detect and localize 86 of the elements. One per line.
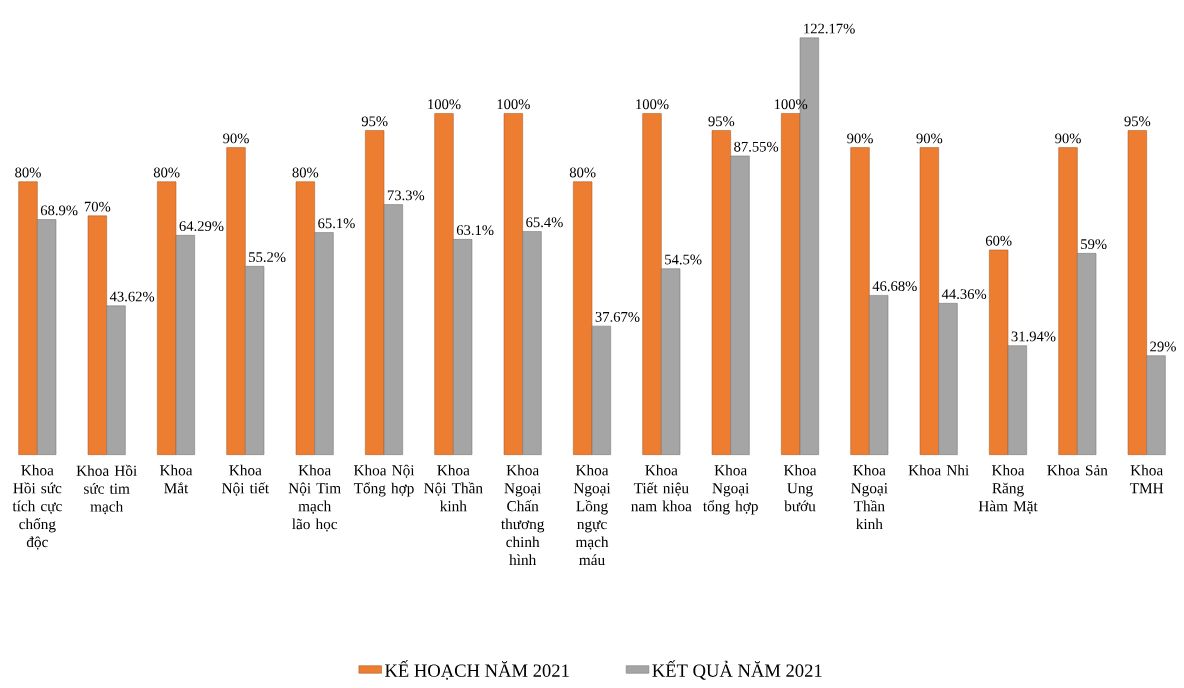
x-tick-label: Khoa Ung bướu <box>783 464 817 512</box>
data-label: 64.29% <box>179 221 224 232</box>
data-label: 80% <box>569 167 596 178</box>
bar <box>434 113 454 455</box>
x-tick-label: Khoa Nội Tổng hợp <box>353 464 415 497</box>
data-label: 46.68% <box>872 281 917 292</box>
data-label: 60% <box>985 235 1012 246</box>
bar <box>295 181 315 455</box>
bar <box>175 235 195 455</box>
bar <box>157 181 177 455</box>
bar <box>938 303 958 455</box>
bar <box>245 266 265 455</box>
data-label: 54.5% <box>665 254 702 265</box>
x-tick-label: Khoa Hồi sức tích cực chống độc <box>12 464 62 550</box>
bar <box>869 295 889 455</box>
x-tick-label: Khoa Ngoại tổng hợp <box>703 464 758 515</box>
data-label: 95% <box>361 116 388 127</box>
data-label: 95% <box>708 116 735 127</box>
bar <box>1146 355 1166 455</box>
data-label: 80% <box>153 167 180 178</box>
data-label: 80% <box>15 167 41 178</box>
x-tick-label: Khoa Nhi <box>908 464 969 476</box>
bar <box>18 181 38 455</box>
bar <box>37 219 57 455</box>
x-tick-label: Khoa Nội tiết <box>222 464 269 496</box>
x-tick-label: Khoa Ngoại Lồng ngực mạch máu <box>573 464 611 566</box>
data-label: 37.67% <box>595 311 640 322</box>
bar <box>365 130 385 455</box>
data-label: 90% <box>916 133 943 144</box>
data-label: 29% <box>1150 341 1176 352</box>
data-label: 65.1% <box>318 218 355 229</box>
x-tick-label: Khoa Ngoại Chấn thương chinh hình <box>501 464 545 565</box>
bar <box>453 239 473 455</box>
bar <box>1077 253 1097 455</box>
data-label: 63.1% <box>456 225 494 236</box>
bar <box>522 231 542 455</box>
x-tick-label: Khoa TMH <box>1129 464 1164 494</box>
bar <box>711 130 731 455</box>
data-label: 80% <box>292 167 319 178</box>
data-label: 90% <box>1055 133 1081 144</box>
data-label: 59% <box>1081 239 1107 250</box>
data-label: 90% <box>847 133 873 144</box>
bar <box>87 215 107 455</box>
bar <box>503 113 523 455</box>
data-label: 43.62% <box>109 291 155 302</box>
data-label: 73.3% <box>387 190 425 201</box>
x-tick-label: Khoa Nội Thần kinh <box>424 464 483 512</box>
data-label: 122.17% <box>804 23 855 34</box>
bar <box>730 155 750 455</box>
data-label: 100% <box>428 99 461 110</box>
bar <box>661 268 681 455</box>
legend-label: KẾT QUẢ NĂM 2021 <box>652 660 822 680</box>
bar <box>850 147 870 455</box>
bar <box>1007 345 1027 455</box>
data-label: 68.9% <box>40 205 78 216</box>
x-tick-label: Khoa Tiết niệu nam khoa <box>631 464 692 512</box>
x-tick-label: Khoa Nội Tim mạch lão học <box>288 464 341 532</box>
bar <box>989 249 1009 455</box>
bar <box>106 305 126 455</box>
bar <box>919 147 939 455</box>
bar <box>642 113 662 455</box>
x-tick-label: Khoa Ngoại Thần kinh <box>851 464 888 530</box>
bar <box>226 147 246 455</box>
data-label: 65.4% <box>526 217 563 228</box>
data-label: 44.36% <box>941 289 987 300</box>
data-label: 90% <box>223 133 249 144</box>
data-label: 100% <box>636 99 669 110</box>
x-tick-label: Khoa Sản <box>1047 464 1108 476</box>
bar <box>1127 130 1147 455</box>
legend-label: KẾ HOẠCH NĂM 2021 <box>385 660 569 680</box>
data-label: 55.2% <box>249 252 286 263</box>
data-label: 87.55% <box>734 141 779 152</box>
x-tick-label: Khoa Mắt <box>159 464 193 494</box>
bar <box>573 181 593 455</box>
bar <box>591 325 611 455</box>
data-label: 70% <box>84 201 111 212</box>
bar <box>383 204 403 455</box>
data-label: 100% <box>497 99 530 110</box>
data-label: 100% <box>774 99 808 110</box>
bar <box>781 113 801 455</box>
x-tick-label: Khoa Hồi sức tim mạch <box>76 464 137 515</box>
data-label: 31.94% <box>1011 331 1056 342</box>
x-tick-label: Khoa Răng Hàm Mặt <box>978 464 1038 514</box>
data-label: 95% <box>1124 116 1151 127</box>
bar <box>314 232 334 455</box>
bar <box>1058 147 1078 455</box>
